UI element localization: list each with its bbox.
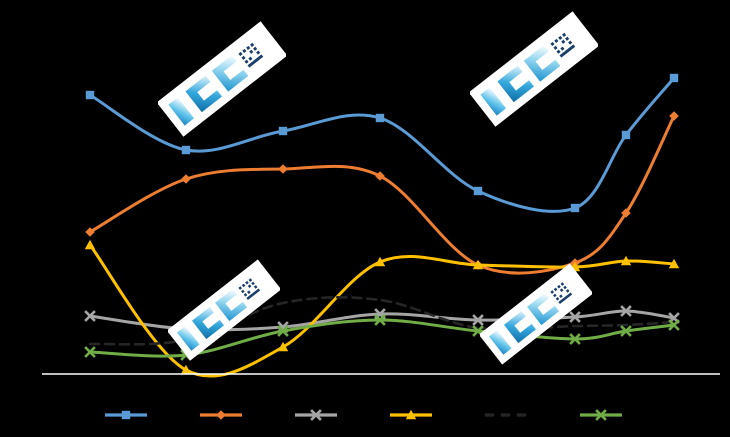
data-point-marker (121, 410, 131, 420)
data-point-marker (374, 314, 386, 326)
chart-series (85, 73, 679, 213)
data-point-marker (405, 409, 417, 420)
data-point-marker (620, 325, 632, 337)
legend-swatch (390, 409, 432, 420)
data-point-marker (570, 203, 580, 213)
data-point-marker (216, 410, 226, 420)
data-point-marker (85, 227, 95, 237)
chart-series (88, 296, 676, 346)
data-point-marker (595, 409, 607, 421)
data-point-marker (84, 239, 96, 250)
data-point-marker (310, 409, 322, 421)
data-point-marker (668, 258, 680, 269)
chart-series (85, 111, 679, 275)
legend-swatch (105, 410, 147, 420)
data-point-marker (277, 341, 289, 352)
series-line (88, 114, 676, 275)
legend-swatch (485, 413, 527, 417)
series-line (88, 296, 676, 346)
data-point-marker (84, 346, 96, 358)
series-line (88, 76, 676, 213)
data-point-marker (85, 90, 95, 100)
legend-item-series-2[interactable] (175, 403, 270, 427)
data-point-marker (669, 111, 679, 121)
legend-item-series-4[interactable] (365, 403, 460, 427)
data-point-marker (375, 171, 385, 181)
data-point-marker (621, 208, 631, 218)
chart-legend (0, 398, 730, 432)
data-point-marker (473, 186, 483, 196)
legend-item-series-6[interactable] (555, 403, 650, 427)
data-point-marker (278, 126, 288, 136)
data-point-marker (278, 164, 288, 174)
legend-swatch (200, 410, 242, 420)
data-point-marker (620, 305, 632, 317)
series-line (88, 318, 676, 358)
data-point-marker (180, 364, 192, 375)
data-point-marker (181, 145, 191, 155)
legend-swatch (295, 409, 337, 421)
data-point-marker (621, 130, 631, 140)
data-point-marker (668, 319, 680, 331)
data-point-marker (374, 256, 386, 267)
data-point-marker (375, 113, 385, 123)
legend-swatch (580, 409, 622, 421)
data-point-marker (181, 174, 191, 184)
chart-series (84, 314, 680, 361)
data-point-marker (84, 310, 96, 322)
data-point-marker (620, 255, 632, 266)
legend-item-series-5[interactable] (460, 403, 555, 427)
legend-item-series-3[interactable] (270, 403, 365, 427)
data-point-marker (669, 73, 679, 83)
legend-item-series-1[interactable] (80, 403, 175, 427)
